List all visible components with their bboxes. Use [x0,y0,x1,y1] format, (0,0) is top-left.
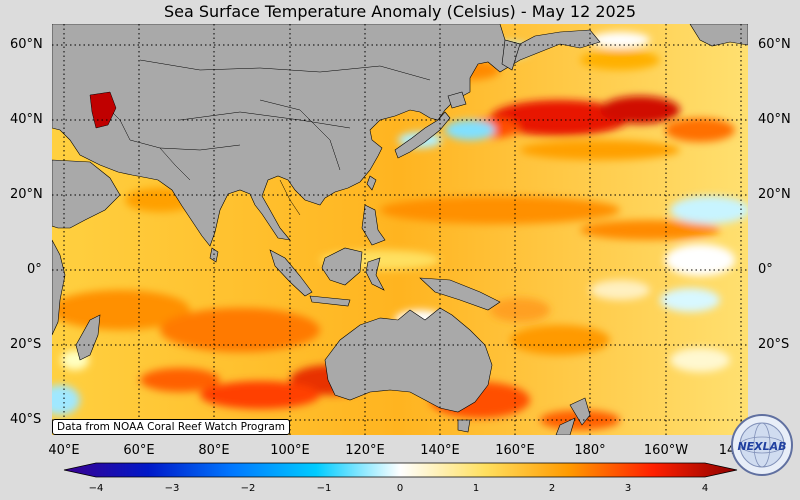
data-credit: Data from NOAA Coral Reef Watch Program [52,419,290,435]
logo-text: NEXLAB [737,440,786,453]
lon-label-160e: 160°E [495,443,535,458]
lon-label-80e: 80°E [198,443,230,458]
lat-label-left-60n: 60°N [10,37,43,52]
land-masses [52,24,748,435]
lon-label-40e: 40°E [48,443,80,458]
lat-label-right-20n: 20°N [758,187,791,202]
colorbar-tick: −3 [164,483,180,494]
lon-label-60e: 60°E [123,443,155,458]
colorbar-tick: −1 [316,483,332,494]
colorbar-tick: 4 [701,483,709,494]
map-title: Sea Surface Temperature Anomaly (Celsius… [163,2,637,21]
colorbar-tick: 3 [624,483,632,494]
lon-label-120e: 120°E [345,443,385,458]
lat-label-left-20n: 20°N [10,187,43,202]
lat-label-left-0: 0° [27,262,42,277]
lat-label-right-60n: 60°N [758,37,791,52]
colorbar [63,462,738,478]
lat-label-left-40s: 40°S [10,412,42,427]
lon-label-140e: 140°E [420,443,460,458]
lat-label-left-40n: 40°N [10,112,43,127]
nexlab-logo: NEXLAB [730,413,794,477]
anomaly-patches [52,32,748,430]
colorbar-tick: 0 [396,483,404,494]
colorbar-tick: −4 [88,483,104,494]
colorbar-tick: 2 [548,483,556,494]
lat-label-right-40n: 40°N [758,112,791,127]
caspian-sea [89,91,117,129]
lat-label-left-20s: 20°S [10,337,42,352]
grid-lines [52,24,748,435]
lon-label-180: 180° [574,443,606,458]
lon-label-100e: 100°E [270,443,310,458]
lon-label-160w: 160°W [643,443,689,458]
colorbar-tick: −2 [240,483,256,494]
lat-label-right-20s: 20°S [758,337,790,352]
lat-label-right-0: 0° [758,262,773,277]
colorbar-tick: 1 [472,483,480,494]
